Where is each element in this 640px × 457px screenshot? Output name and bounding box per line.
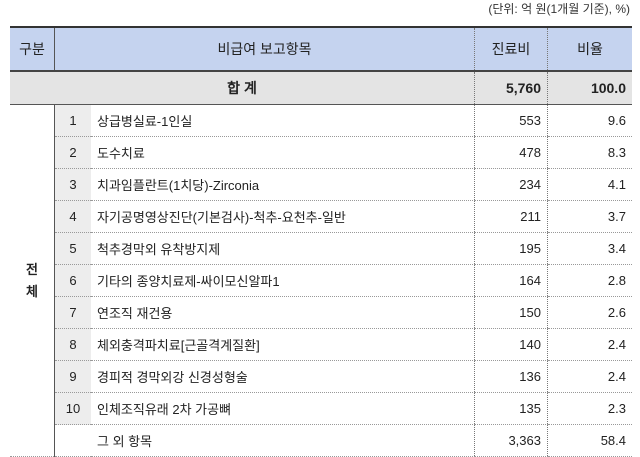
unit-note: (단위: 억 원(1개월 기준), %)	[488, 2, 630, 16]
row-item: 체외충격파치료[근골격계질환]	[91, 328, 475, 361]
row-ratio: 3.7	[547, 200, 632, 233]
row-ratio: 2.4	[547, 328, 632, 361]
row-cost: 195	[474, 232, 548, 265]
row-number	[54, 424, 91, 457]
header-category: 구분	[10, 26, 55, 72]
row-cost: 478	[474, 136, 548, 169]
row-cost: 211	[474, 200, 548, 233]
row-number: 10	[54, 392, 91, 425]
row-ratio: 8.3	[547, 136, 632, 169]
row-item: 도수치료	[91, 136, 475, 169]
table-row: 전체 1 상급병실료-1인실 553 9.6	[10, 104, 632, 457]
row-cost: 135	[474, 392, 548, 425]
row-number: 4	[54, 200, 91, 233]
row-ratio: 3.4	[547, 232, 632, 265]
row-cost: 136	[474, 360, 548, 393]
total-label: 합 계	[10, 71, 475, 105]
other-ratio: 58.4	[547, 424, 632, 457]
row-cost: 140	[474, 328, 548, 361]
row-item: 경피적 경막외강 신경성형술	[91, 360, 475, 393]
noncovered-items-table: 구분 비급여 보고항목 진료비 비율 합 계 5,760 100.0 전체 1 상…	[10, 26, 632, 457]
row-ratio: 2.4	[547, 360, 632, 393]
row-ratio: 2.3	[547, 392, 632, 425]
row-ratio: 9.6	[547, 104, 632, 137]
header-row: 구분 비급여 보고항목 진료비 비율	[10, 26, 632, 72]
total-cost: 5,760	[474, 71, 548, 105]
row-ratio: 2.8	[547, 264, 632, 297]
row-ratio: 4.1	[547, 168, 632, 201]
row-item: 치과임플란트(1치당)-Zirconia	[91, 168, 475, 201]
table-row: 7 연조직 재건용 150 2.6	[10, 296, 632, 329]
table-row: 9 경피적 경막외강 신경성형술 136 2.4	[10, 360, 632, 393]
row-item: 상급병실료-1인실	[91, 104, 475, 137]
row-number: 8	[54, 328, 91, 361]
other-cost: 3,363	[474, 424, 548, 457]
row-cost: 164	[474, 264, 548, 297]
table-row: 10 인체조직유래 2차 가공뼈 135 2.3	[10, 392, 632, 425]
group-label: 전체	[10, 104, 55, 457]
table-row: 4 자기공명영상진단(기본검사)-척추-요천추-일반 211 3.7	[10, 200, 632, 233]
header-cost: 진료비	[474, 26, 548, 72]
row-number: 3	[54, 168, 91, 201]
row-cost: 234	[474, 168, 548, 201]
row-cost: 150	[474, 296, 548, 329]
row-item: 연조직 재건용	[91, 296, 475, 329]
row-number: 7	[54, 296, 91, 329]
row-item: 인체조직유래 2차 가공뼈	[91, 392, 475, 425]
header-item: 비급여 보고항목	[54, 26, 475, 72]
row-number: 6	[54, 264, 91, 297]
row-ratio: 2.6	[547, 296, 632, 329]
table-row: 6 기타의 종양치료제-싸이모신알파1 164 2.8	[10, 264, 632, 297]
row-item: 척추경막외 유착방지제	[91, 232, 475, 265]
total-ratio: 100.0	[547, 71, 632, 105]
row-number: 1	[54, 104, 91, 137]
table-row: 5 척추경막외 유착방지제 195 3.4	[10, 232, 632, 265]
other-item: 그 외 항목	[91, 424, 475, 457]
row-number: 9	[54, 360, 91, 393]
row-item: 자기공명영상진단(기본검사)-척추-요천추-일반	[91, 200, 475, 233]
table-row: 2 도수치료 478 8.3	[10, 136, 632, 169]
row-number: 2	[54, 136, 91, 169]
header-ratio: 비율	[547, 26, 632, 72]
row-item: 기타의 종양치료제-싸이모신알파1	[91, 264, 475, 297]
row-number: 5	[54, 232, 91, 265]
other-row: 그 외 항목 3,363 58.4	[10, 424, 632, 457]
row-cost: 553	[474, 104, 548, 137]
table-row: 8 체외충격파치료[근골격계질환] 140 2.4	[10, 328, 632, 361]
group-label-text: 전체	[26, 261, 38, 299]
table-row: 3 치과임플란트(1치당)-Zirconia 234 4.1	[10, 168, 632, 201]
total-row: 합 계 5,760 100.0	[10, 71, 632, 105]
